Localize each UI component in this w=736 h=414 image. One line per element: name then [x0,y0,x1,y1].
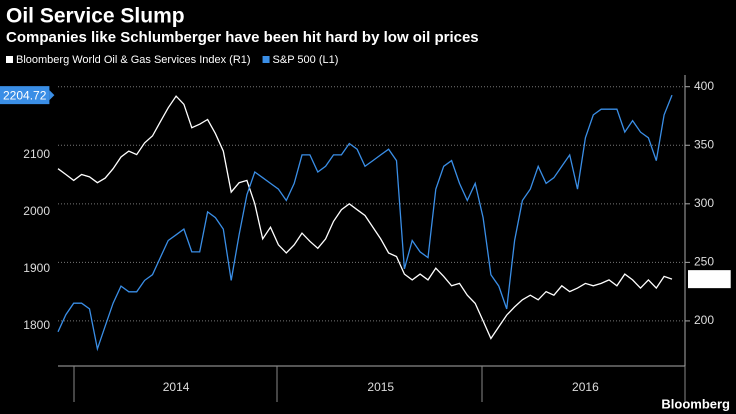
value-label-bg [0,86,50,105]
y-tick-label: 1900 [23,261,50,275]
value-label: 2204.72 [3,88,47,102]
chart-title: Oil Service Slump [6,5,185,28]
value-label: 235.67 [691,272,728,286]
y-tick-label: 2100 [23,147,50,161]
legend-label: S&P 500 (L1) [273,54,339,66]
series-line [57,95,673,340]
source: Bloomberg [661,396,730,411]
legend-label: Bloomberg World Oil & Gas Services Index… [16,54,251,66]
legend-swatch [6,56,13,63]
value-label-bg [688,270,731,289]
x-tick-label: 2015 [367,380,394,394]
y2-tick-label: 200 [694,313,714,327]
y2-tick-label: 400 [694,79,714,93]
y-tick-label: 1800 [23,318,50,332]
y2-tick-label: 250 [694,255,714,269]
y2-tick-label: 300 [694,196,714,210]
x-tick-label: 2016 [572,380,599,394]
value-label-pointer [49,90,55,101]
y-tick-label: 2000 [23,204,50,218]
y2-tick-label: 350 [694,137,714,151]
x-tick-label: 2014 [163,380,190,394]
series-line [57,94,673,352]
chart-subtitle: Companies like Schlumberger have been hi… [6,29,479,46]
legend-swatch [262,56,270,63]
